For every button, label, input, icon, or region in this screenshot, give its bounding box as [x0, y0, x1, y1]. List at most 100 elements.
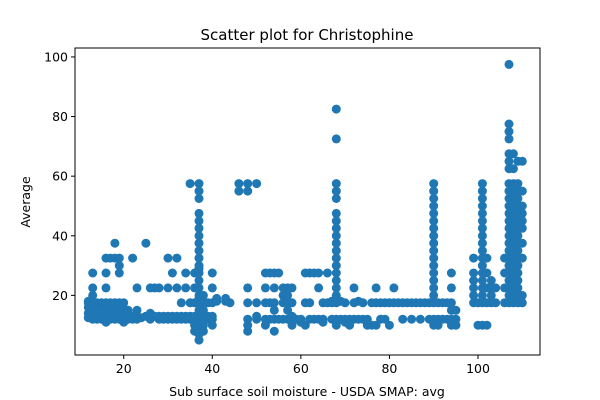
scatter-point [314, 268, 324, 278]
scatter-point [194, 261, 204, 271]
scatter-point [469, 283, 479, 293]
plot-frame [74, 47, 541, 356]
scatter-point [513, 261, 523, 271]
scatter-point [114, 268, 124, 278]
scatter-point [314, 283, 324, 293]
scatter-point [132, 305, 142, 315]
scatter-point [415, 314, 425, 324]
scatter-point [283, 290, 293, 300]
scatter-point [477, 201, 487, 211]
scatter-point [132, 283, 142, 293]
scatter-point [429, 223, 439, 233]
scatter-point [274, 268, 284, 278]
scatter-point [429, 179, 439, 189]
scatter-point [331, 246, 341, 256]
scatter-point [429, 194, 439, 203]
scatter-point [331, 134, 341, 144]
scatter-point [331, 283, 341, 293]
y-tick-label: 80 [52, 109, 68, 124]
y-tick-label: 100 [44, 49, 68, 64]
scatter-point [269, 283, 279, 293]
scatter-point [446, 283, 456, 293]
scatter-point [163, 253, 173, 263]
scatter-point [513, 194, 523, 203]
scatter-point [446, 268, 456, 278]
scatter-point [194, 216, 204, 226]
scatter-point [477, 216, 487, 226]
scatter-point [225, 298, 235, 308]
scatter-point [504, 156, 514, 166]
scatter-point [477, 261, 487, 271]
x-tick-label: 80 [381, 361, 397, 376]
scatter-point [119, 298, 129, 308]
scatter-point [469, 290, 479, 300]
scatter-point [486, 276, 496, 285]
scatter-point [429, 253, 439, 263]
scatter-point [194, 253, 204, 263]
scatter-point [429, 283, 439, 293]
scatter-point [185, 179, 195, 189]
scatter-point [517, 156, 527, 166]
scatter-point [194, 186, 204, 196]
scatter-point [517, 186, 527, 196]
scatter-point [141, 238, 151, 248]
x-tick-label: 60 [293, 361, 309, 376]
scatter-point [477, 276, 487, 285]
scatter-point [517, 216, 527, 226]
scatter-point [429, 231, 439, 241]
scatter-point [269, 326, 279, 336]
scatter-point [513, 276, 523, 285]
scatter-point [252, 298, 262, 308]
scatter-point [194, 238, 204, 248]
scatter-point [477, 231, 487, 241]
scatter-point [172, 253, 182, 263]
scatter-point [194, 246, 204, 256]
scatter-point [212, 293, 222, 303]
scatter-point [469, 276, 479, 285]
scatter-point [243, 283, 253, 293]
scatter-point [482, 268, 492, 278]
scatter-point [389, 283, 399, 293]
scatter-point [331, 186, 341, 196]
y-tick-label: 40 [52, 228, 68, 243]
x-axis-label: Sub surface soil moisture - USDA SMAP: a… [169, 384, 445, 399]
scatter-point [234, 179, 244, 189]
x-tick-label: 20 [116, 361, 132, 376]
scatter-point [429, 238, 439, 248]
scatter-point [194, 194, 204, 203]
scatter-point [114, 261, 124, 271]
scatter-point [198, 290, 208, 300]
scatter-point [331, 208, 341, 218]
scatter-point [331, 276, 341, 285]
scatter-point [194, 179, 204, 189]
scatter-point [194, 223, 204, 233]
scatter-point [128, 253, 138, 263]
scatter-point [331, 104, 341, 114]
x-axis-ticks: 20 40 60 80 100 [116, 355, 490, 376]
scatter-point [331, 238, 341, 248]
scatter-point [429, 261, 439, 271]
scatter-point [517, 208, 527, 218]
scatter-point [322, 268, 332, 278]
scatter-point [318, 314, 328, 324]
scatter-point [451, 305, 461, 315]
scatter-point [477, 223, 487, 233]
scatter-point [429, 186, 439, 196]
scatter-point [207, 283, 217, 293]
scatter-point [429, 268, 439, 278]
scatter-point [477, 208, 487, 218]
scatter-point [269, 298, 279, 308]
scatter-point [446, 298, 456, 308]
scatter-point [331, 261, 341, 271]
scatter-point [243, 298, 253, 308]
scatter-point [504, 134, 514, 144]
scatter-point [176, 298, 186, 308]
scatter-point [517, 298, 527, 308]
scatter-point [88, 268, 98, 278]
y-axis-label: Average [18, 176, 33, 228]
y-tick-label: 20 [52, 288, 68, 303]
scatter-point [110, 238, 120, 248]
scatter-point [477, 194, 487, 203]
scatter-point [194, 276, 204, 285]
